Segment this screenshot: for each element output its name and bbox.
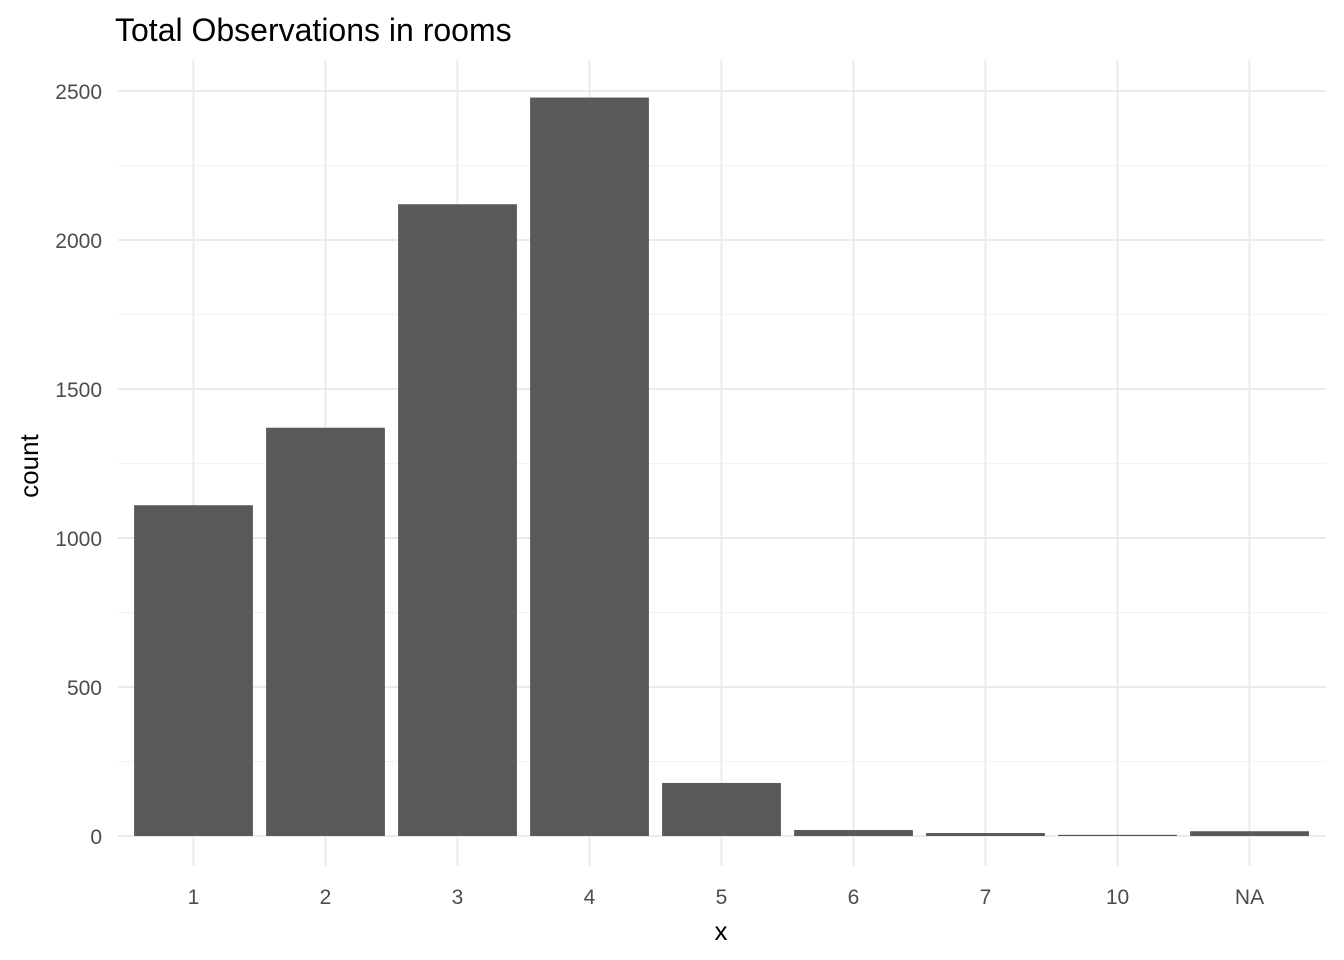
y-tick-label: 500	[67, 677, 102, 700]
x-tick-label: 7	[980, 886, 992, 909]
x-tick-label: 2	[320, 886, 332, 909]
bar-3	[398, 204, 517, 837]
bar-4	[530, 97, 649, 836]
bar-10	[1058, 834, 1177, 836]
x-tick-label: 1	[188, 886, 200, 909]
bar-7	[926, 833, 1045, 836]
x-tick-label: 6	[848, 886, 860, 909]
y-tick-label: 2000	[55, 230, 102, 253]
y-tick-label: 2500	[55, 81, 102, 104]
bar-NA	[1190, 831, 1309, 836]
x-tick-label: 5	[716, 886, 728, 909]
bar-1	[134, 505, 253, 836]
x-tick-label: NA	[1235, 886, 1264, 909]
bar-5	[662, 782, 781, 836]
x-tick-label: 10	[1106, 886, 1129, 909]
x-axis-title: x	[715, 916, 728, 946]
y-axis-title: count	[14, 433, 44, 497]
x-tick-labels: 1 2 3 4 5 6 7 10 NA	[188, 886, 1264, 909]
y-tick-label: 1000	[55, 528, 102, 551]
x-tick-label: 4	[584, 886, 596, 909]
x-tick-label: 3	[452, 886, 464, 909]
y-tick-label: 0	[90, 826, 102, 849]
bars-layer	[134, 97, 1309, 837]
bar-6	[794, 830, 913, 836]
y-tick-label: 1500	[55, 379, 102, 402]
chart-title: Total Observations in rooms	[115, 12, 512, 48]
y-tick-labels: 0 500 1000 1500 2000 2500	[55, 81, 102, 849]
bar-2	[266, 427, 385, 836]
